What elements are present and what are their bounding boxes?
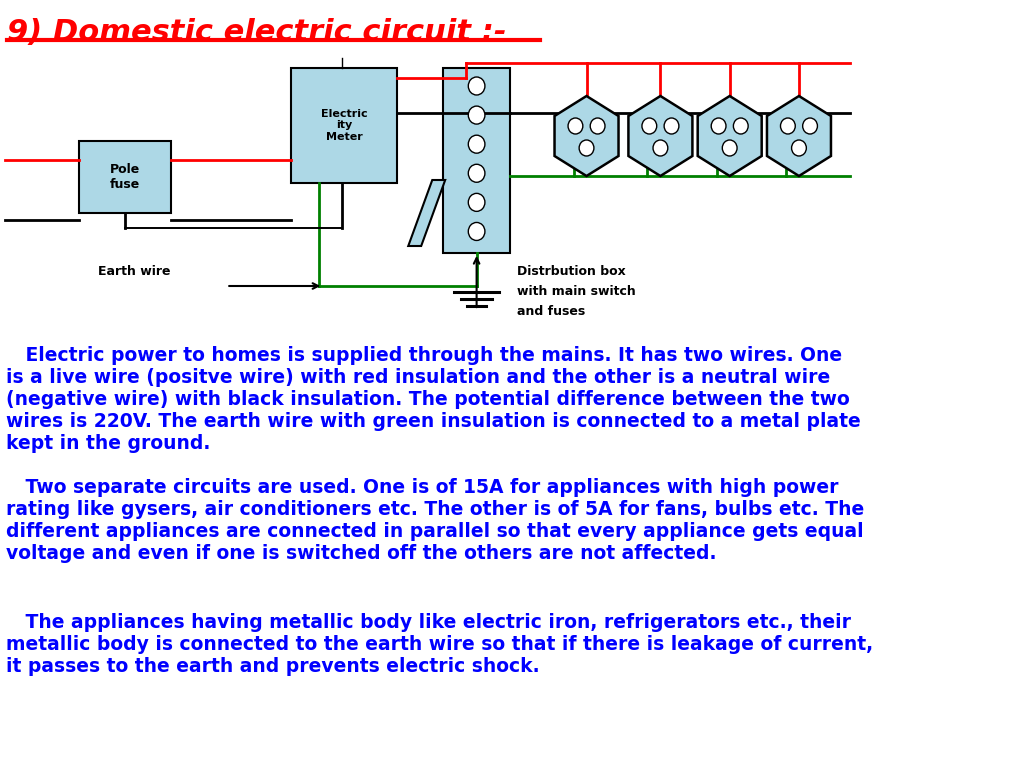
Circle shape	[665, 118, 679, 134]
Circle shape	[468, 223, 485, 240]
Circle shape	[468, 106, 485, 124]
Polygon shape	[629, 96, 692, 176]
Polygon shape	[767, 96, 830, 176]
Circle shape	[468, 135, 485, 153]
Text: and fuses: and fuses	[517, 305, 586, 318]
FancyBboxPatch shape	[291, 68, 397, 183]
Text: The appliances having metallic body like electric iron, refrigerators etc., thei: The appliances having metallic body like…	[5, 613, 872, 676]
Text: Two separate circuits are used. One is of 15A for appliances with high power
rat: Two separate circuits are used. One is o…	[5, 478, 864, 563]
Circle shape	[590, 118, 605, 134]
Circle shape	[580, 140, 594, 156]
Text: with main switch: with main switch	[517, 285, 636, 298]
FancyBboxPatch shape	[79, 141, 171, 213]
Text: Pole
fuse: Pole fuse	[110, 163, 140, 191]
Circle shape	[468, 164, 485, 182]
Circle shape	[733, 118, 749, 134]
Text: Earth wire: Earth wire	[97, 265, 170, 278]
Circle shape	[792, 140, 806, 156]
Circle shape	[712, 118, 726, 134]
Circle shape	[780, 118, 796, 134]
Polygon shape	[409, 180, 445, 246]
Circle shape	[468, 77, 485, 95]
Text: Electric power to homes is supplied through the mains. It has two wires. One
is : Electric power to homes is supplied thro…	[5, 346, 860, 453]
FancyBboxPatch shape	[443, 68, 510, 253]
Text: Electric
ity
Meter: Electric ity Meter	[321, 109, 368, 142]
Circle shape	[568, 118, 583, 134]
Circle shape	[722, 140, 737, 156]
Polygon shape	[697, 96, 762, 176]
Text: 9) Domestic electric circuit :-: 9) Domestic electric circuit :-	[7, 18, 507, 47]
Circle shape	[642, 118, 656, 134]
Polygon shape	[555, 96, 618, 176]
Text: Distrbution box: Distrbution box	[517, 265, 626, 278]
Circle shape	[803, 118, 817, 134]
Circle shape	[468, 194, 485, 211]
Circle shape	[653, 140, 668, 156]
